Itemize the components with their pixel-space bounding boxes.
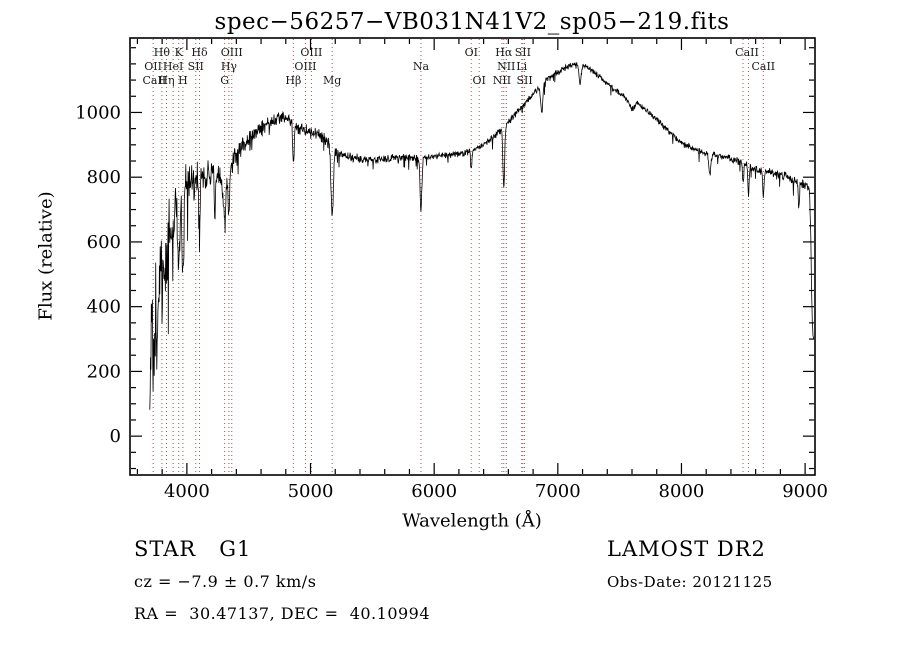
x-tick-label: 8000	[659, 481, 705, 502]
y-tick-label: 400	[87, 297, 121, 318]
spectral-line-label: Hδ	[191, 46, 208, 59]
spectral-line-label: Hα	[495, 46, 513, 59]
spectral-line-label: CaII	[143, 74, 167, 87]
plot-frame	[129, 37, 816, 476]
spectral-line-label: SII	[188, 60, 204, 73]
x-tick-label: 6000	[411, 481, 457, 502]
spectral-line-label: OIII	[300, 46, 322, 59]
spectral-line-label: H	[178, 74, 188, 87]
spectral-line-label: Hθ	[154, 46, 171, 59]
ra-dec-text: RA = 30.47137, DEC = 40.10994	[134, 604, 431, 623]
spectral-line-label: Hβ	[285, 74, 301, 87]
spectral-line-label: Hη	[158, 74, 174, 87]
x-axis-ticks	[136, 39, 806, 474]
x-tick-label: 4000	[164, 481, 210, 502]
spectral-line-label: SII	[516, 74, 532, 87]
spectral-line-label: CaII	[751, 60, 775, 73]
object-class-text: STAR G1	[134, 537, 252, 561]
y-tick-label: 1000	[75, 102, 121, 123]
spectral-line-label: Mg	[323, 74, 341, 87]
x-tick-label: 9000	[782, 481, 828, 502]
spectral-line-label: OIII	[294, 60, 316, 73]
spectral-line-label: SII	[515, 46, 531, 59]
obs-date-text: Obs-Date: 20121125	[607, 573, 773, 591]
spectral-line-label: Na	[413, 60, 430, 73]
spectral-line-label: NII	[493, 74, 511, 87]
spectral-line-markers	[152, 39, 764, 474]
spectral-line-label: HeI	[163, 60, 183, 73]
cz-velocity-text: cz = −7.9 ± 0.7 km/s	[134, 572, 317, 591]
x-tick-label: 5000	[288, 481, 334, 502]
spectral-line-label: OIII	[221, 46, 243, 59]
spectral-line-label: CaII	[735, 46, 759, 59]
spectral-line-label: OII	[144, 60, 162, 73]
x-tick-label: 7000	[535, 481, 581, 502]
spectral-line-label: OI	[465, 46, 478, 59]
spectral-line-label: Li	[516, 60, 527, 73]
y-tick-label: 200	[87, 361, 121, 382]
y-tick-label: 600	[87, 232, 121, 253]
y-tick-label: 800	[87, 167, 121, 188]
spectral-line-label: K	[175, 46, 184, 59]
spectral-line-label: G	[220, 74, 229, 87]
spectral-line-label: OI	[472, 74, 485, 87]
y-axis-ticks	[131, 47, 814, 470]
survey-name-text: LAMOST DR2	[607, 537, 766, 561]
y-tick-label: 0	[110, 426, 121, 447]
x-axis-label: Wavelength (Å)	[402, 510, 542, 532]
spectral-line-label: NII	[497, 60, 515, 73]
spectrum-trace	[149, 62, 815, 410]
y-axis-label: Flux (relative)	[35, 191, 57, 321]
spectral-line-label: Hγ	[221, 60, 238, 73]
plot-title: spec−56257−VB031N41V2_sp05−219.fits	[214, 9, 730, 35]
